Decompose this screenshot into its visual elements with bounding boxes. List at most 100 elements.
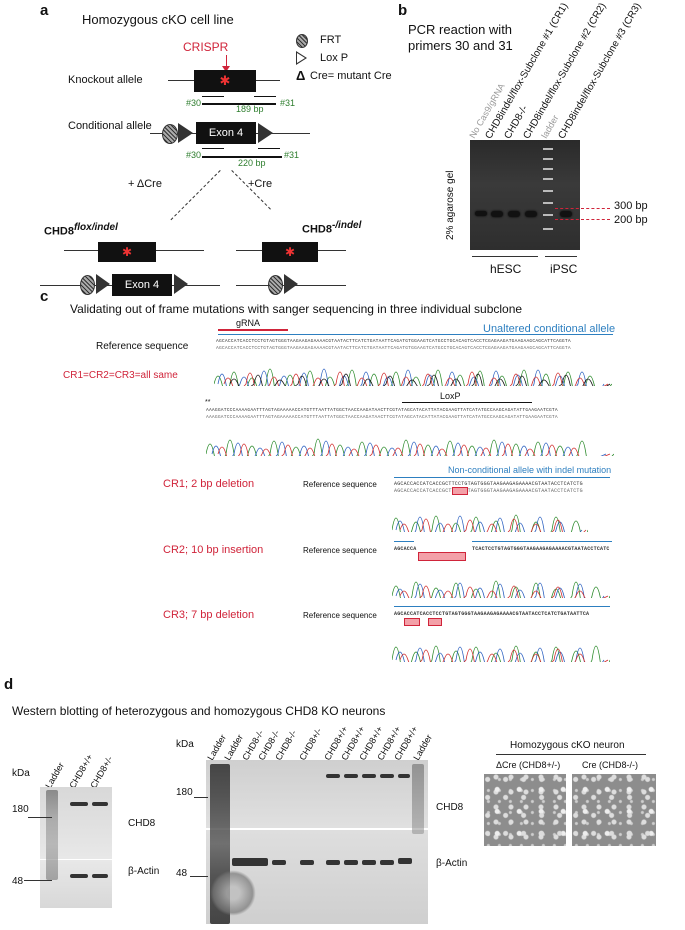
panel-a-label: a — [40, 2, 49, 19]
cond-size: 220 bp — [238, 158, 266, 168]
gel-label: 2% agarose gel — [445, 170, 456, 241]
panel-b-label: b — [398, 2, 408, 19]
marker-300: 300 bp — [614, 200, 648, 212]
panel-c-label: c — [40, 288, 49, 305]
neuron-title: Homozygous cKO neuron — [510, 740, 625, 751]
dcre-label: ΔCre (CHD8+/-) — [496, 760, 561, 770]
cond-primer31: #31 — [284, 150, 300, 160]
cr2-seq-a: AGCACCA — [394, 546, 417, 552]
cr1-seq-b: AGCACCACCATCACCGCTTCCTGTAGTGGGTAAGAAGAGA… — [394, 488, 583, 494]
sequence-2b: AAAGGATCCCAAAAGAATTTAGTAGAAAAACCATGTTTAA… — [206, 415, 558, 420]
mid-chd8-band — [398, 774, 410, 778]
arrow-dcre-icon — [170, 170, 221, 221]
ko-top-exon: ✱ — [262, 242, 318, 262]
mid-actin-band — [272, 860, 286, 865]
cond-product-bar — [202, 156, 282, 158]
cr1-label: CR1; 2 bp deletion — [163, 478, 255, 490]
ladder-band — [543, 148, 553, 150]
mid-actin-band — [326, 860, 340, 865]
panel-b-title-2: primers 30 and 31 — [408, 38, 513, 53]
mid-actin-band — [344, 860, 358, 865]
cr3-bar — [394, 606, 610, 607]
mid-mw48: 48 — [176, 868, 188, 879]
knockout-allele-label: Knockout allele — [68, 74, 143, 86]
panel-a-title: Homozygous cKO cell line — [82, 12, 234, 27]
chromatogram-cr1 — [392, 514, 588, 532]
ko-arrow-reverse-icon — [254, 96, 276, 97]
ko-size: 189 bp — [236, 104, 264, 114]
flox-loxp2-icon — [174, 274, 188, 294]
ladder-band — [543, 158, 553, 160]
unaltered-bar — [218, 334, 613, 335]
cr3-seq: AGCACCATCACCTCCTGTAGTGGGTAAGAAGAGAAAACGT… — [394, 611, 590, 617]
legend-loxp: Lox P — [320, 52, 349, 64]
loxp-bar — [402, 402, 532, 403]
cond-loxp2-icon — [258, 123, 273, 143]
left-actin-label: β-Actin — [128, 866, 160, 877]
marker-300-line — [555, 208, 610, 209]
gel-band-lane3 — [508, 211, 520, 217]
cr3-deletion-box-1 — [404, 618, 420, 626]
mutation-star-icon: ✱ — [284, 245, 296, 259]
panel-b-title-1: PCR reaction with — [408, 22, 513, 37]
mid-blot-blob — [210, 870, 256, 916]
hesc-bracket — [472, 256, 538, 257]
ko-loxp-icon — [284, 274, 298, 294]
group-ipsc: iPSC — [550, 262, 578, 276]
cr2-seq-b: TCACTCCTGTAGTGGGTAAGAAGAGAAAACGTAATACCTC… — [472, 546, 610, 552]
ko-primer30: #30 — [186, 98, 202, 108]
left-mw180-tick — [28, 817, 52, 818]
left-mw180: 180 — [12, 804, 29, 815]
left-actin-band-2 — [92, 874, 108, 878]
cr2-label: CR2; 10 bp insertion — [163, 544, 264, 556]
cr1-ref: Reference sequence — [303, 480, 377, 489]
flox-genotype-sup: flox/indel — [73, 222, 118, 233]
ko-product-bar — [202, 103, 276, 105]
crispr-label: CRISPR — [183, 40, 229, 54]
mid-mw180-tick — [194, 797, 208, 798]
mid-actin-band — [362, 860, 376, 865]
mid-chd8-band — [326, 774, 340, 778]
cond-loxp1-icon — [178, 123, 193, 143]
ladder-band — [543, 168, 553, 170]
cr2-ref: Reference sequence — [303, 546, 377, 555]
cr2-bar-1 — [394, 541, 414, 542]
chromatogram-cr2 — [392, 580, 610, 598]
mutation-star-icon: ✱ — [219, 73, 231, 88]
flox-genotype: CHD8flox/indel — [44, 222, 118, 238]
mid-actin-label: β-Actin — [436, 858, 468, 869]
cr1-deletion-box — [452, 487, 468, 495]
chromatogram-1 — [214, 368, 612, 386]
left-mw48-tick — [24, 880, 52, 881]
plus-cre: +Cre — [248, 178, 273, 190]
ko-genotype: CHD8-/indel — [302, 220, 361, 236]
marker-200-line — [555, 219, 610, 220]
mid-chd8-label: CHD8 — [436, 802, 464, 813]
mid-chd8-band — [344, 774, 358, 778]
ladder-band — [543, 214, 553, 216]
mid-mw180: 180 — [176, 787, 193, 798]
cond-frt-icon — [162, 124, 178, 144]
seq-2-marker: ** — [205, 399, 211, 406]
ladder-band — [543, 190, 553, 192]
left-chd8-band-1 — [70, 802, 88, 806]
grna-bar — [218, 329, 288, 331]
mid-lane-6: CHD8+/- — [297, 726, 324, 762]
cre-neuron-image — [572, 774, 656, 846]
mid-chd8-band — [380, 774, 394, 778]
legend-frt: FRT — [320, 34, 342, 46]
sequence-1b: AGCACCATCACCTCCTGTAGTGGGTAAGAAGAGAAAACGT… — [216, 346, 571, 351]
cr3-ref: Reference sequence — [303, 611, 377, 620]
ladder-band — [543, 228, 553, 230]
gel-band-lane2 — [491, 211, 503, 217]
left-mw48: 48 — [12, 876, 24, 887]
ladder-band — [543, 202, 553, 204]
legend-delta: Δ — [296, 68, 306, 83]
plus-dcre: + ΔCre — [128, 178, 162, 190]
panel-c-title: Validating out of frame mutations with s… — [70, 302, 523, 316]
cr2-insertion-box — [418, 552, 466, 561]
cond-exon-box: Exon 4 — [196, 122, 256, 144]
left-kda: kDa — [12, 768, 30, 779]
cond-arrow-forward-icon — [202, 148, 224, 149]
panel-d-label: d — [4, 676, 14, 693]
